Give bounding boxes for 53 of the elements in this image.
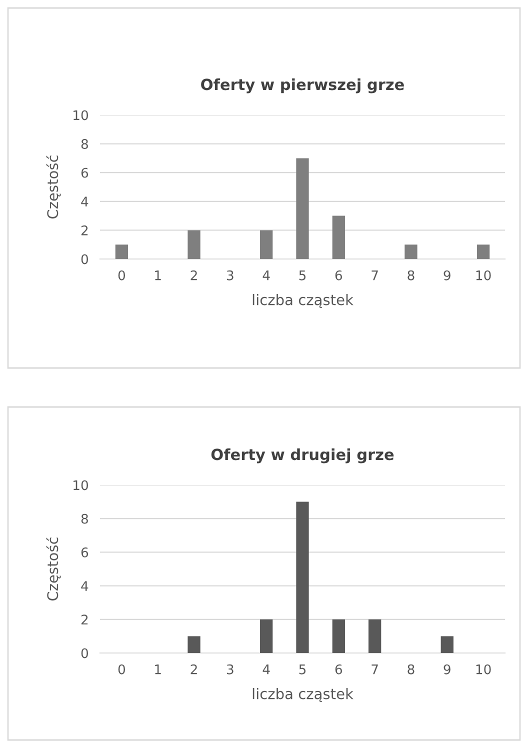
chart-title: Oferty w pierwszej grze bbox=[201, 78, 404, 94]
x-tick-label: 0 bbox=[118, 270, 126, 280]
y-axis-title: Częstość bbox=[46, 156, 61, 219]
x-tick-label: 0 bbox=[118, 664, 126, 674]
x-axis-title: liczba cząstek bbox=[252, 294, 354, 308]
x-tick-label: 8 bbox=[408, 664, 414, 674]
x-tick-label: 3 bbox=[226, 664, 234, 674]
x-axis-title: liczba cząstek bbox=[252, 688, 354, 702]
bar bbox=[296, 158, 309, 259]
y-tick-label: 6 bbox=[81, 168, 88, 178]
x-tick-label: 8 bbox=[408, 270, 414, 280]
y-tick-label: 2 bbox=[81, 225, 88, 236]
x-tick-label: 5 bbox=[299, 270, 306, 280]
x-tick-label: 7 bbox=[372, 664, 378, 674]
bar bbox=[188, 230, 200, 259]
x-tick-label: 7 bbox=[372, 270, 378, 280]
bar bbox=[332, 216, 345, 259]
x-tick-label: 5 bbox=[299, 664, 306, 674]
y-tick-label: 0 bbox=[81, 648, 88, 658]
bar bbox=[115, 244, 128, 259]
y-tick-label: 2 bbox=[81, 614, 88, 624]
bar bbox=[476, 244, 490, 259]
y-tick-label: 4 bbox=[81, 196, 88, 206]
bar bbox=[260, 230, 273, 259]
bar bbox=[260, 619, 273, 653]
x-tick-label: 9 bbox=[444, 664, 450, 674]
x-tick-label: 4 bbox=[262, 664, 270, 674]
y-tick-label: 10 bbox=[74, 480, 88, 490]
bar bbox=[188, 636, 200, 653]
y-tick-label: 10 bbox=[74, 110, 88, 120]
y-tick-label: 4 bbox=[81, 581, 88, 591]
y-axis-title: Częstość bbox=[46, 538, 61, 601]
x-tick-label: 10 bbox=[476, 664, 491, 674]
bar bbox=[332, 619, 345, 653]
x-tick-label: 4 bbox=[262, 270, 270, 280]
y-tick-label: 8 bbox=[81, 139, 88, 149]
x-tick-label: 1 bbox=[155, 664, 161, 674]
bar bbox=[404, 244, 418, 259]
x-tick-label: 2 bbox=[190, 270, 197, 280]
x-tick-label: 9 bbox=[444, 270, 450, 280]
x-tick-label: 10 bbox=[476, 270, 491, 280]
chart-title: Oferty w drugiej grze bbox=[211, 448, 394, 464]
bar bbox=[368, 619, 382, 653]
x-tick-label: 3 bbox=[226, 270, 234, 280]
y-tick-label: 0 bbox=[81, 254, 88, 264]
x-tick-label: 1 bbox=[155, 270, 161, 280]
x-tick-label: 6 bbox=[335, 664, 342, 674]
bar bbox=[440, 636, 454, 653]
bar bbox=[296, 502, 309, 653]
x-tick-label: 2 bbox=[190, 664, 197, 674]
y-tick-label: 6 bbox=[81, 547, 88, 558]
x-tick-label: 6 bbox=[335, 270, 342, 280]
y-tick-label: 8 bbox=[81, 514, 88, 524]
